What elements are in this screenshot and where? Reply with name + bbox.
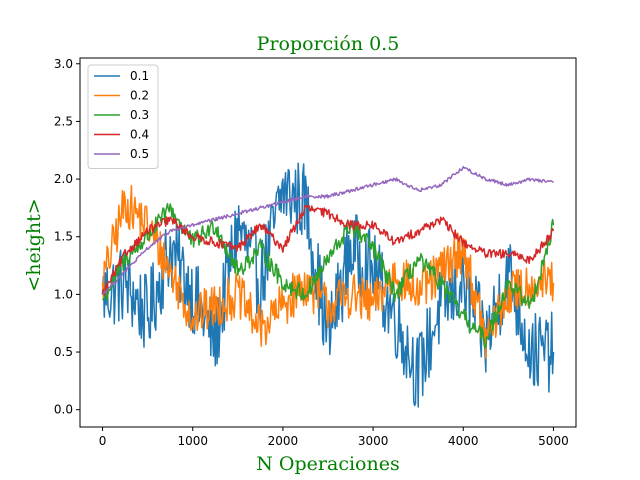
series-line-0.2 [101,184,555,359]
legend-label: 0.1 [130,69,149,83]
series-line-0.5 [102,165,555,296]
y-tick-label: 1.0 [54,287,73,301]
x-tick-label: 2000 [268,434,299,448]
x-tick-label: 5000 [538,434,569,448]
x-tick-label: 1000 [177,434,208,448]
legend-box [87,64,159,169]
x-tick-label: 0 [99,434,107,448]
series-line-0.1 [101,162,555,408]
legend: 0.1 0.2 0.3 0.4 0.5 [87,64,159,169]
axis-ticks: 0 1000 2000 3000 4000 5000 0.0 0.5 1.0 1.5 2.0 2.5 3… [54,57,569,448]
series-line-0.4 [101,204,555,296]
x-axis-label: N Operaciones [256,453,399,475]
y-tick-label: 1.5 [54,230,73,244]
x-tick-label: 4000 [448,434,479,448]
plot-frame [79,57,577,428]
y-tick-label: 2.0 [54,172,73,186]
series-line-0.3 [101,202,555,349]
y-tick-label: 3.0 [54,57,73,71]
legend-label: 0.3 [130,108,149,122]
legend-label: 0.4 [130,128,149,142]
chart-title: Proporción 0.5 [257,33,400,55]
y-tick-label: 0.5 [54,345,73,359]
plot-lines [101,162,555,408]
y-axis-label: <height> [23,198,45,291]
legend-label: 0.5 [130,147,149,161]
y-tick-label: 0.0 [54,403,73,417]
legend-label: 0.2 [130,89,149,103]
x-tick-label: 3000 [358,434,389,448]
y-tick-label: 2.5 [54,114,73,128]
